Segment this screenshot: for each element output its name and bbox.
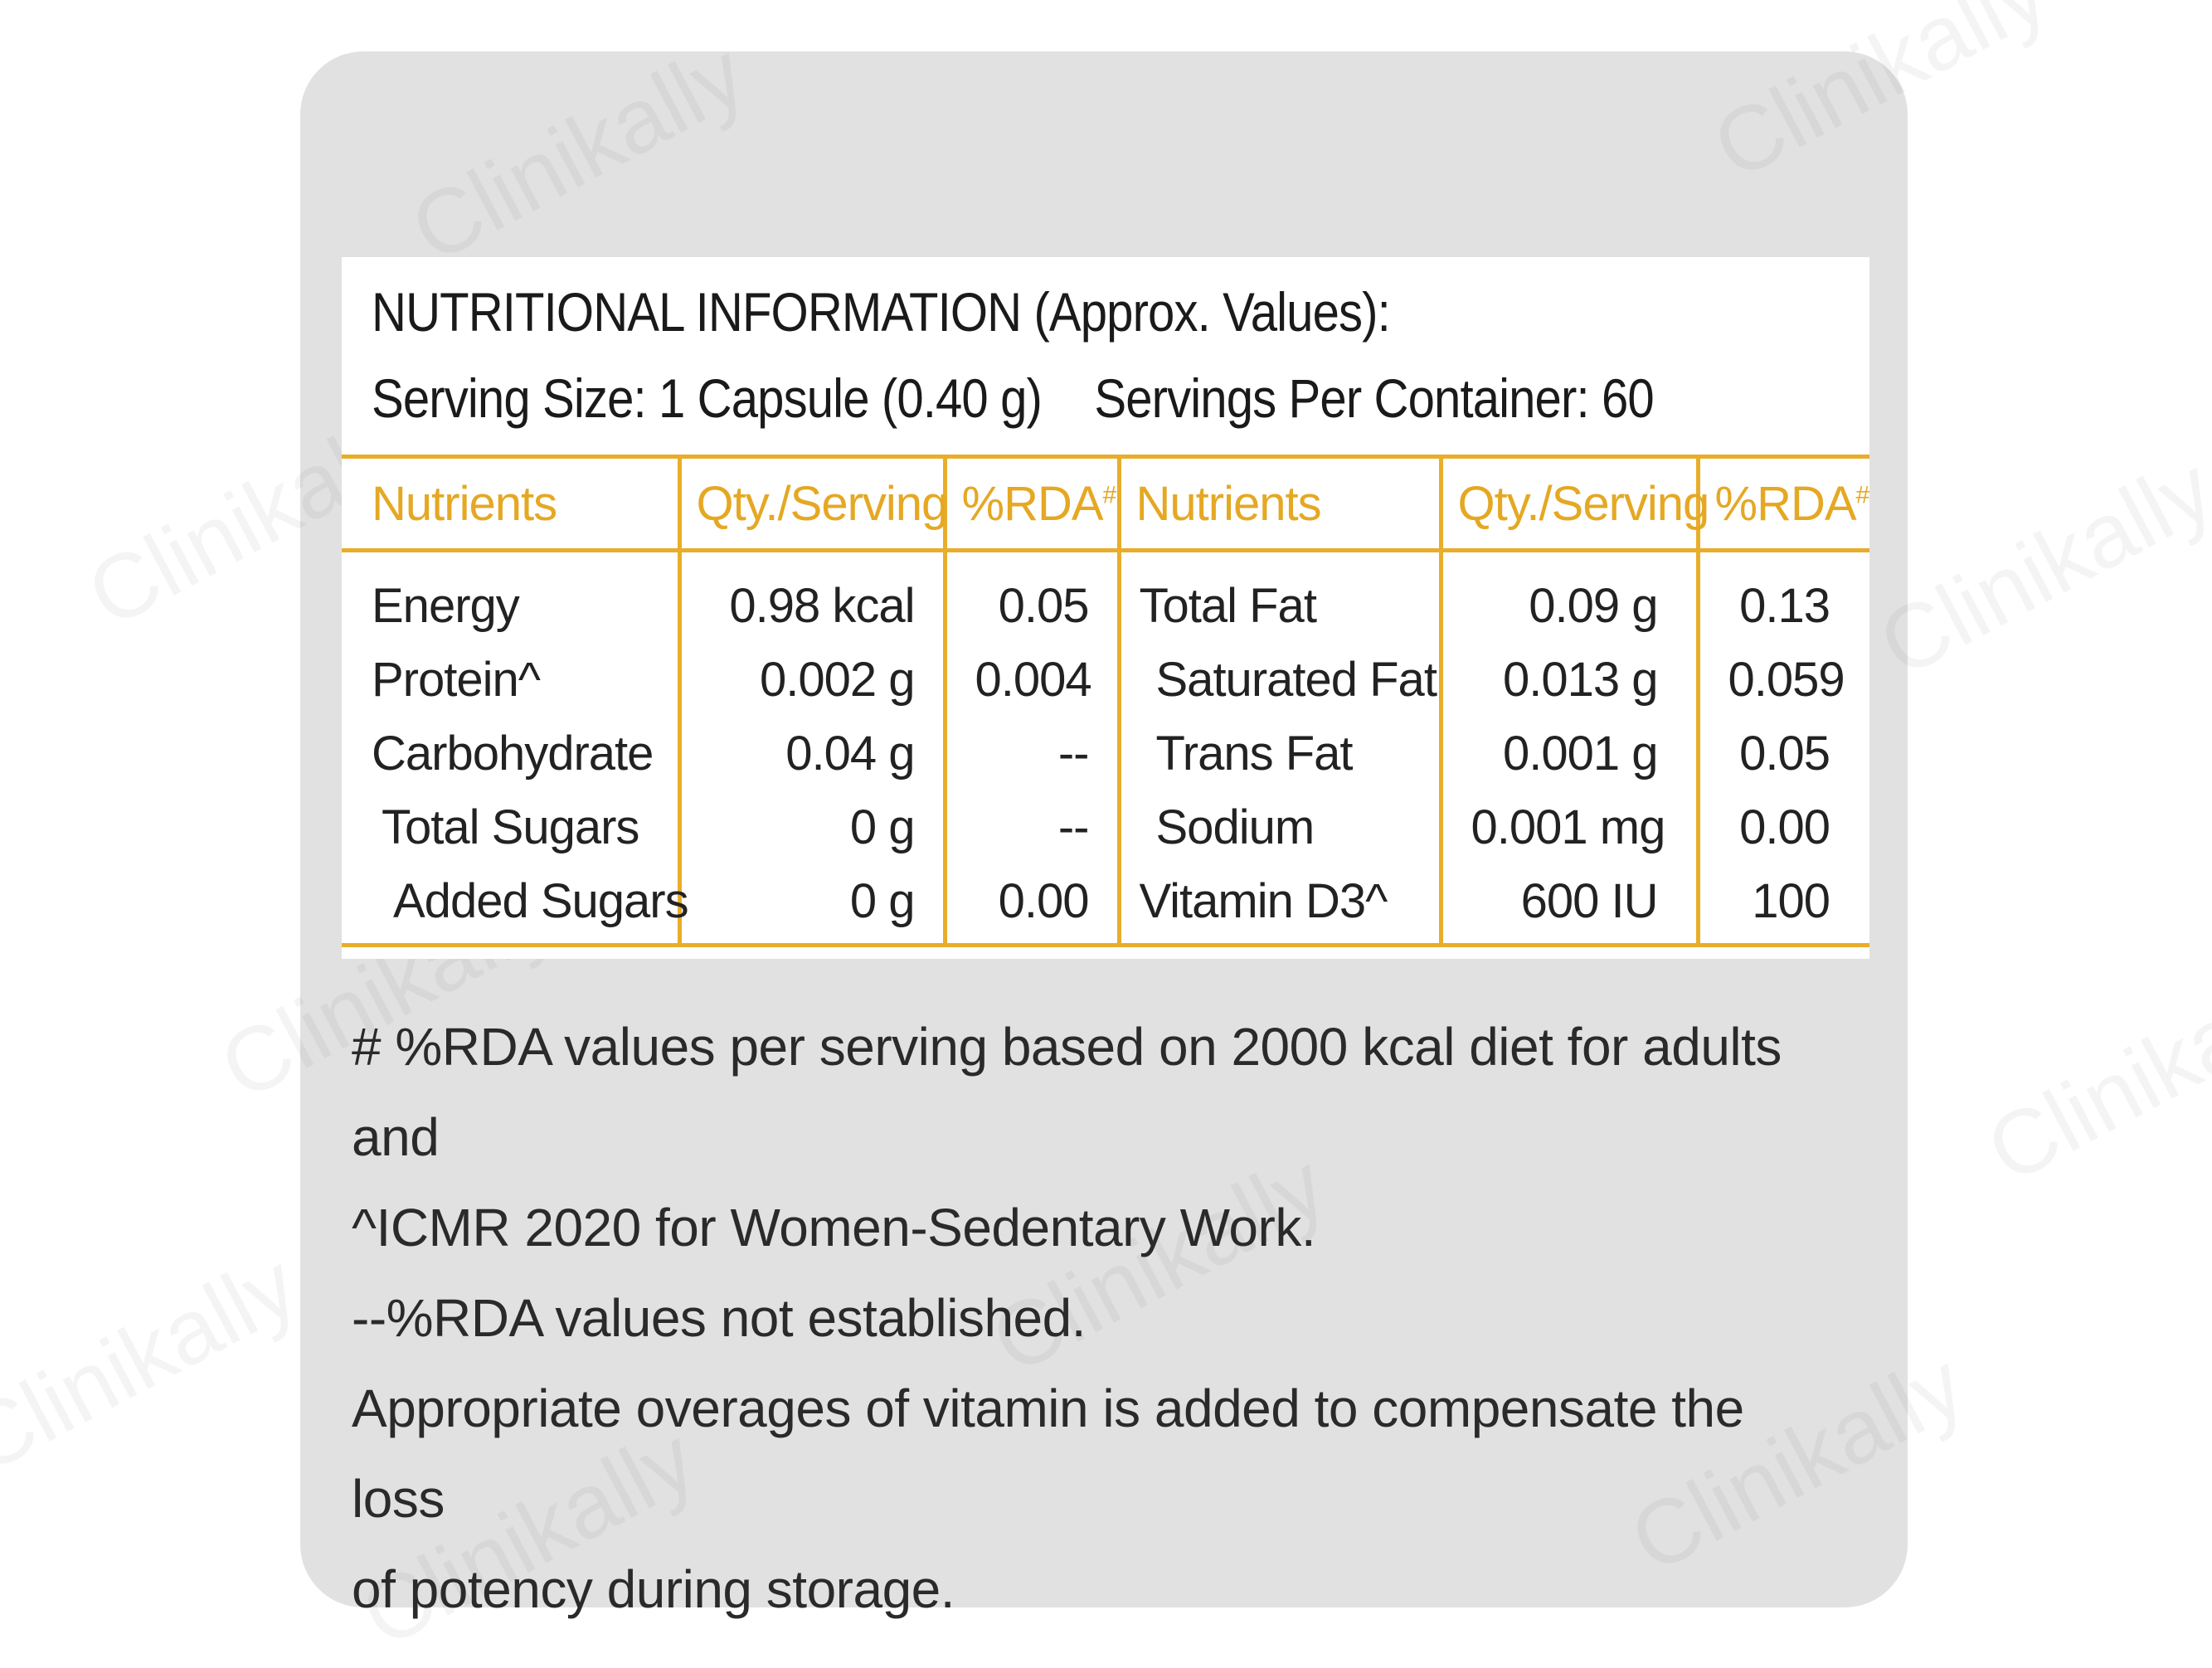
footnote-line: of potency during storage. (352, 1559, 955, 1619)
nutrient-name: Vitamin D3^ (1116, 864, 1441, 947)
nutrient-rda: 0.00 (1695, 790, 1869, 864)
header-nutrients: Nutrients (1116, 455, 1441, 552)
nutrient-rda: 0.004 (942, 643, 1119, 717)
watermark: Clinikally (0, 1233, 314, 1495)
nutrient-name: Protein^ (372, 653, 541, 707)
servings-per-container: Servings Per Container: 60 (1094, 367, 1654, 429)
nutrient-name: Total Sugars (382, 800, 639, 854)
table-row: Carbohydrate 0.04 g -- Trans Fat 0.001 g… (342, 717, 1869, 790)
nutrient-rda: -- (942, 790, 1119, 864)
table-row: Energy 0.98 kcal 0.05 Total Fat 0.09 g 0… (342, 550, 1869, 643)
nutrient-qty: 0.001 g (1438, 717, 1698, 790)
nutrient-name: Total Fat (1116, 550, 1441, 643)
watermark: Clinikally (1971, 942, 2212, 1204)
nutrient-qty: 0 g (677, 790, 945, 864)
nutrient-qty: 0.001 mg (1438, 790, 1698, 864)
serving-size: Serving Size: 1 Capsule (0.40 g) (372, 367, 1043, 429)
nutrient-rda: 0.00 (942, 864, 1119, 947)
table-row: Protein^ 0.002 g 0.004 Saturated Fat 0.0… (342, 643, 1869, 717)
nutrient-qty: 0.013 g (1438, 643, 1698, 717)
nutrient-name: Energy (372, 579, 520, 633)
nutrient-qty: 0.04 g (677, 717, 945, 790)
nutrient-rda: 0.059 (1695, 643, 1869, 717)
nutrient-rda: -- (942, 717, 1119, 790)
nutrient-rda: 0.13 (1695, 550, 1869, 643)
serving-info: Serving Size: 1 Capsule (0.40 g) Servings… (372, 365, 1655, 431)
nutrient-name: Added Sugars (342, 864, 689, 947)
footnote-line: ^ICMR 2020 for Women-Sedentary Work. (352, 1198, 1316, 1257)
table-row: Total Sugars 0 g -- Sodium 0.001 mg 0.00 (342, 790, 1869, 864)
label-title: NUTRITIONAL INFORMATION (Approx. Values)… (372, 281, 1391, 343)
header-rda: %RDA# (1695, 455, 1869, 552)
table-row: Added Sugars 0 g 0.00 Vitamin D3^ 600 IU… (342, 864, 1869, 947)
nutrient-name: Sodium (1116, 790, 1441, 864)
nutrient-name: Saturated Fat (1116, 643, 1441, 717)
nutrition-table: Nutrients Qty./Serving %RDA# Nutrients Q… (342, 455, 1869, 947)
watermark: Clinikally (1863, 436, 2212, 698)
nutrient-qty: 0.002 g (677, 643, 945, 717)
header-nutrients: Nutrients (342, 455, 679, 552)
nutrient-qty: 0 g (677, 864, 945, 947)
nutrient-rda: 0.05 (942, 550, 1119, 643)
nutrient-rda: 0.05 (1695, 717, 1869, 790)
nutrient-name: Carbohydrate (372, 727, 654, 781)
footnotes: # %RDA values per serving based on 2000 … (352, 1002, 1845, 1635)
nutrient-qty: 0.98 kcal (677, 550, 945, 643)
header-qty-serving: Qty./Serving (677, 455, 948, 552)
header-qty-serving: Qty./Serving (1438, 455, 1709, 552)
nutrient-rda: 100 (1695, 864, 1869, 947)
header-rda: %RDA# (942, 455, 1119, 552)
nutrient-qty: 600 IU (1438, 864, 1698, 947)
table-header-row: Nutrients Qty./Serving %RDA# Nutrients Q… (342, 455, 1869, 552)
footnote-line: Appropriate overages of vitamin is added… (352, 1379, 1744, 1529)
nutrition-label: NUTRITIONAL INFORMATION (Approx. Values)… (342, 257, 1869, 959)
footnote-line: # %RDA values per serving based on 2000 … (352, 1017, 1782, 1167)
nutrient-qty: 0.09 g (1438, 550, 1698, 643)
nutrient-name: Trans Fat (1116, 717, 1441, 790)
footnote-line: --%RDA values not established. (352, 1288, 1087, 1348)
